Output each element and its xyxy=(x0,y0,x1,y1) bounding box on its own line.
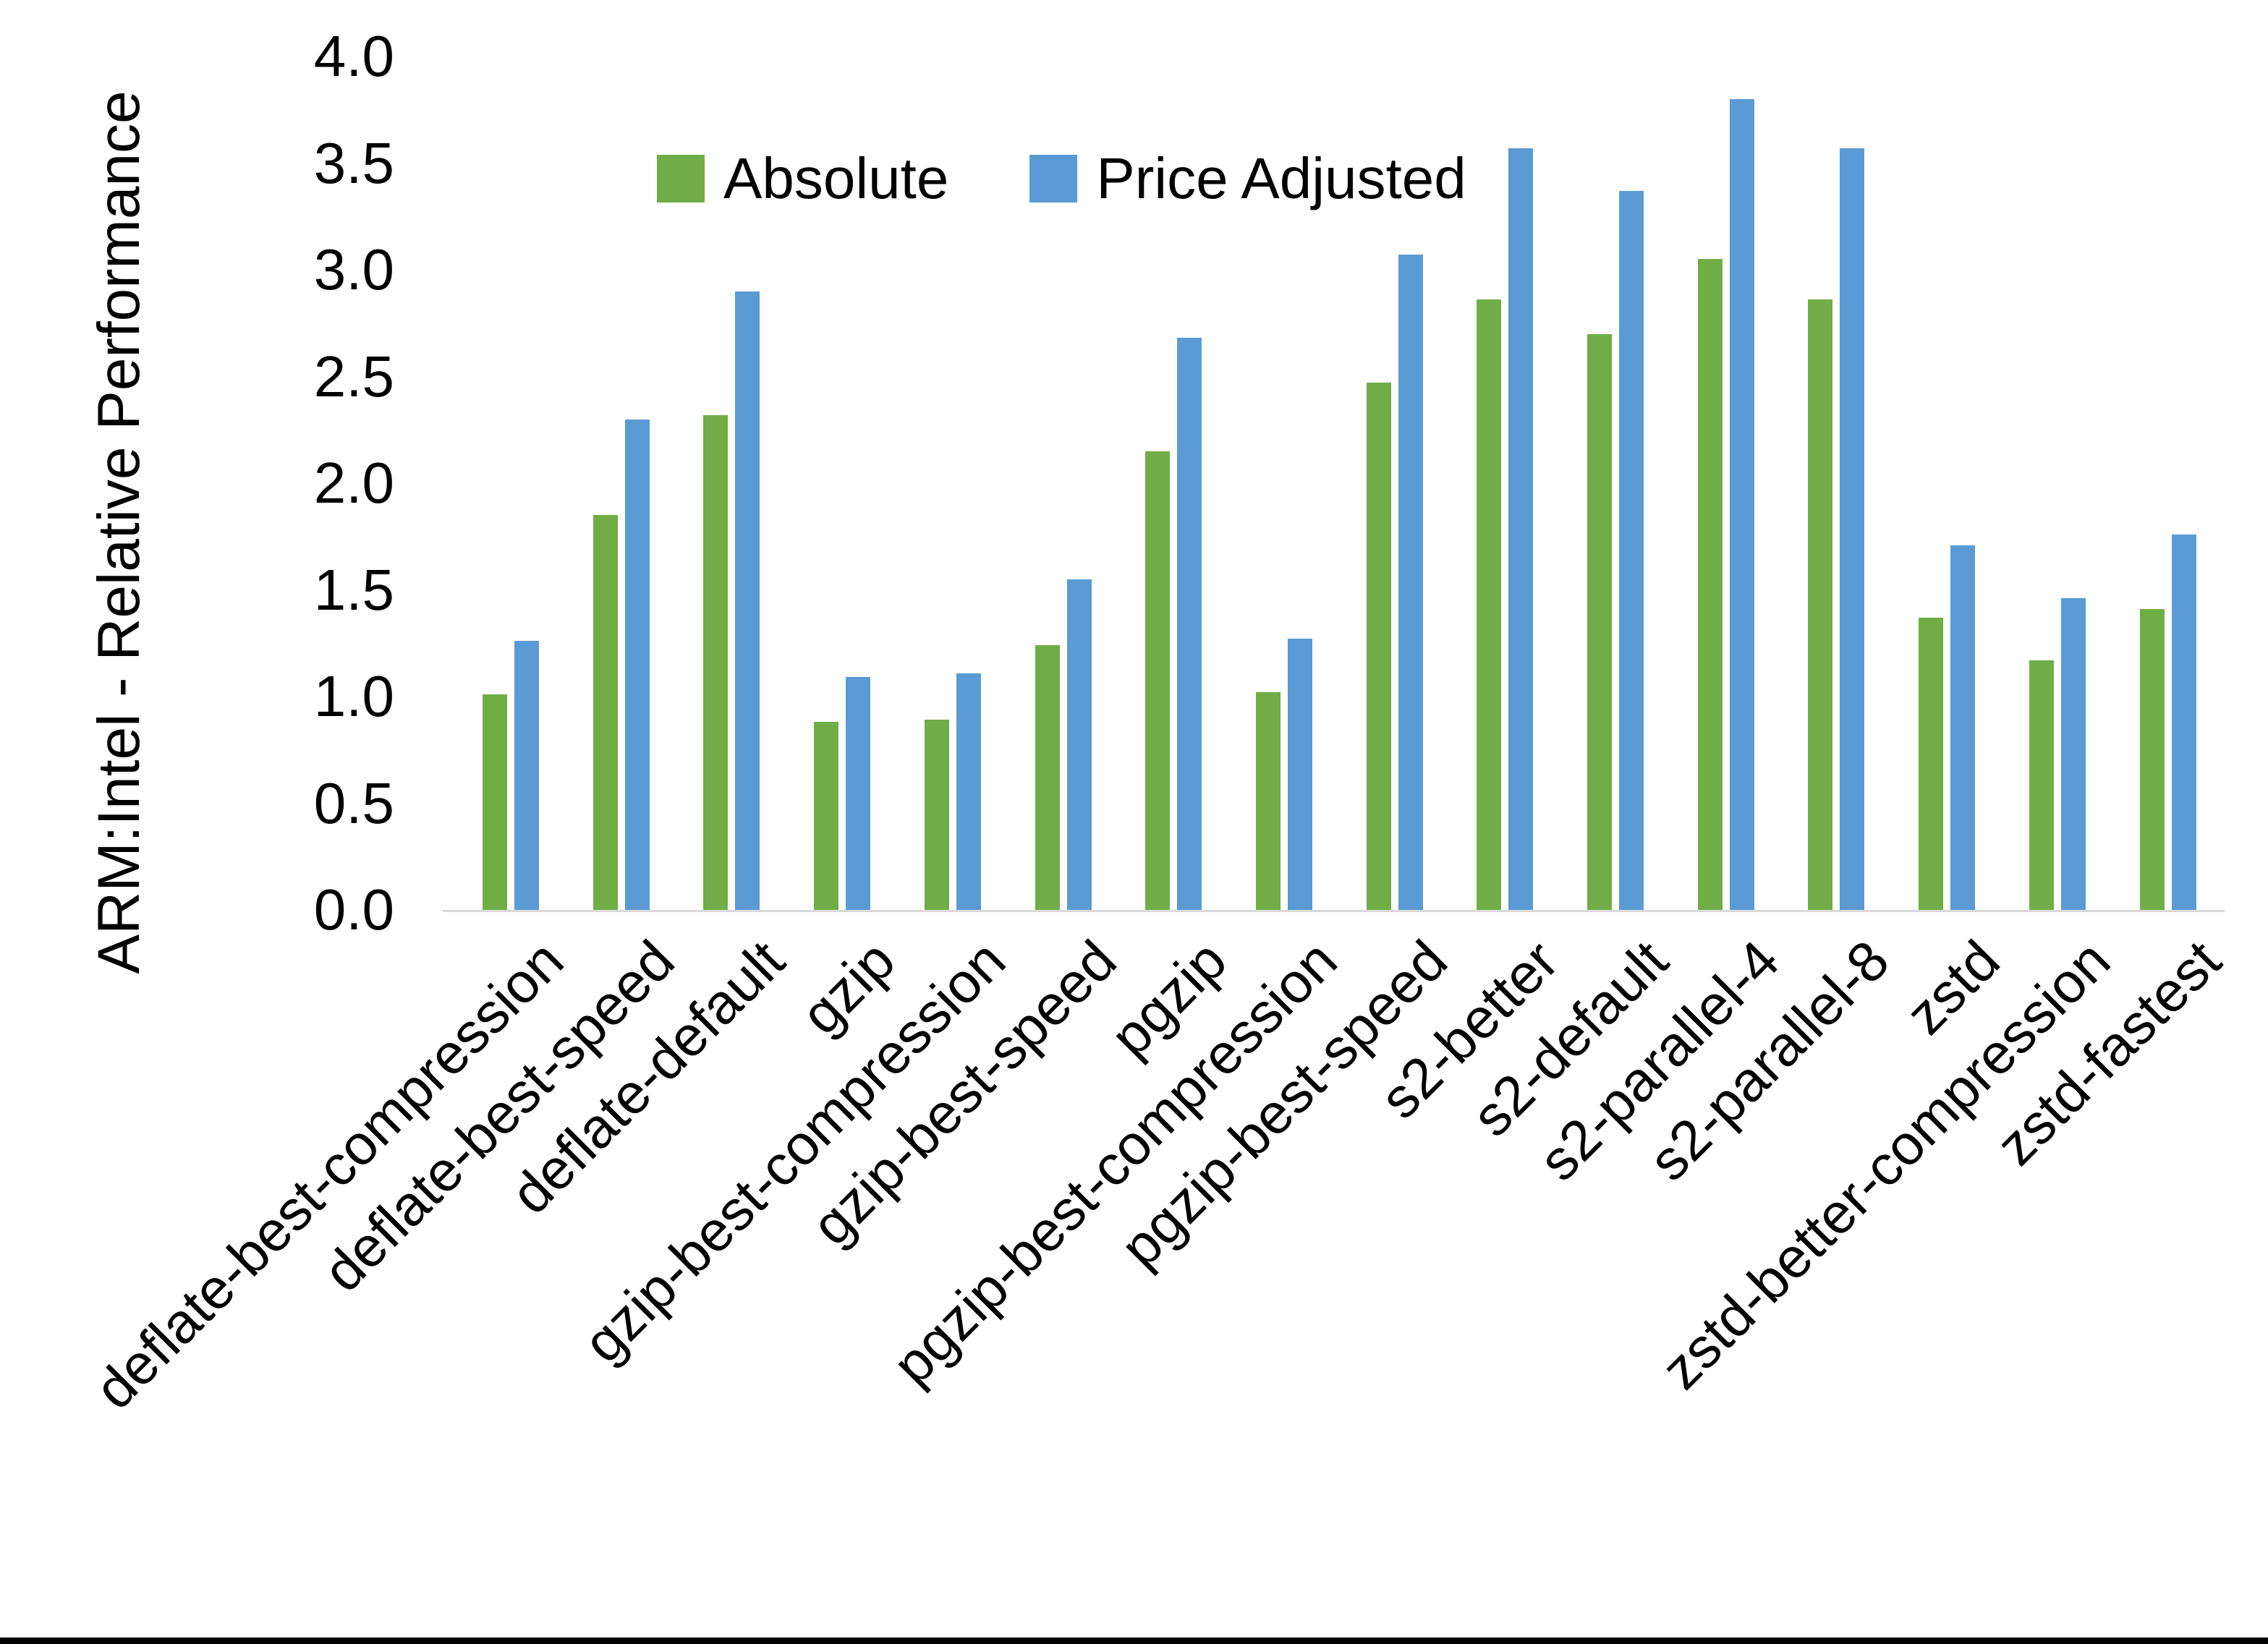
bar-absolute-zstd-fastest xyxy=(2139,609,2165,910)
y-tick-label-2.5: 2.5 xyxy=(313,344,394,409)
y-tick-label-1.0: 1.0 xyxy=(313,664,394,728)
bar-price-adjusted-deflate-best-speed xyxy=(624,419,650,910)
bar-absolute-s2-better xyxy=(1477,299,1502,910)
bar-price-adjusted-gzip-best-compression xyxy=(956,673,981,910)
bar-absolute-gzip-best-speed xyxy=(1035,645,1060,910)
bar-absolute-s2-default xyxy=(1587,333,1612,910)
bar-absolute-zstd xyxy=(1919,617,1944,910)
bar-price-adjusted-s2-better xyxy=(1508,148,1534,910)
y-tick-label-4.0: 4.0 xyxy=(313,24,394,88)
bar-absolute-zstd-better-compression xyxy=(2029,660,2054,910)
bar-absolute-gzip xyxy=(814,722,839,910)
bar-absolute-s2-parallel-8 xyxy=(1808,299,1833,910)
y-tick-label-2.0: 2.0 xyxy=(313,451,394,515)
bar-absolute-s2-parallel-4 xyxy=(1697,259,1723,910)
bar-price-adjusted-s2-parallel-8 xyxy=(1840,148,1865,910)
bar-price-adjusted-gzip-best-speed xyxy=(1066,579,1092,910)
bottom-border xyxy=(0,1637,2268,1644)
bar-price-adjusted-gzip xyxy=(846,677,871,910)
bar-absolute-deflate-best-speed xyxy=(593,515,618,910)
bar-absolute-deflate-best-compression xyxy=(483,694,507,910)
y-tick-label-1.5: 1.5 xyxy=(313,557,394,622)
y-tick-label-3.0: 3.0 xyxy=(313,237,394,302)
bar-absolute-pgzip xyxy=(1145,451,1171,910)
bar-price-adjusted-s2-default xyxy=(1619,190,1644,910)
bar-price-adjusted-zstd xyxy=(1950,545,1976,910)
y-tick-label-3.5: 3.5 xyxy=(313,130,394,195)
y-tick-label-0.5: 0.5 xyxy=(313,770,394,835)
chart-legend: Absolute Price Adjusted xyxy=(657,150,1466,208)
legend-item-absolute: Absolute xyxy=(657,150,948,208)
x-axis-line xyxy=(443,910,2225,912)
bar-price-adjusted-zstd-better-compression xyxy=(2060,598,2086,910)
bar-price-adjusted-pgzip-best-compression xyxy=(1287,639,1312,910)
legend-label-price-adjusted: Price Adjusted xyxy=(1096,146,1466,210)
legend-swatch-price-adjusted xyxy=(1029,155,1078,203)
bar-price-adjusted-zstd-fastest xyxy=(2171,534,2196,910)
bar-price-adjusted-deflate-best-compression xyxy=(514,641,539,910)
y-tick-label-0.0: 0.0 xyxy=(313,877,394,942)
bar-absolute-pgzip-best-speed xyxy=(1366,383,1391,910)
y-axis-title: ARM:Intel - Relative Performance xyxy=(86,90,152,974)
bar-absolute-deflate-default xyxy=(703,414,729,910)
bar-absolute-gzip-best-compression xyxy=(924,720,949,910)
bar-price-adjusted-pgzip xyxy=(1177,338,1202,910)
bar-price-adjusted-deflate-default xyxy=(735,291,760,910)
legend-swatch-absolute xyxy=(657,155,705,203)
x-category-label-deflate-best-compression: deflate-best-compression xyxy=(82,928,576,1421)
bar-price-adjusted-pgzip-best-speed xyxy=(1398,255,1423,910)
legend-item-price-adjusted: Price Adjusted xyxy=(1029,150,1466,208)
bar-price-adjusted-s2-parallel-4 xyxy=(1729,99,1754,910)
legend-label-absolute: Absolute xyxy=(723,146,949,210)
bar-absolute-pgzip-best-compression xyxy=(1255,692,1280,910)
